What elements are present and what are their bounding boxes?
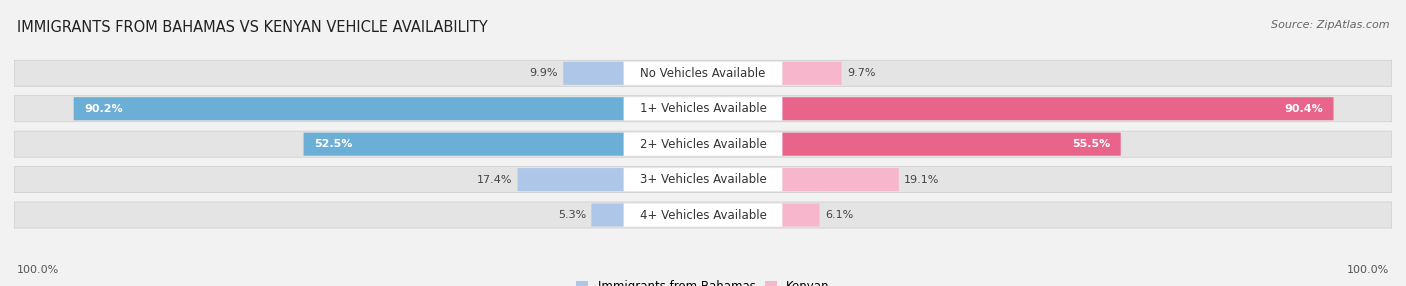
FancyBboxPatch shape <box>624 97 782 120</box>
FancyBboxPatch shape <box>782 133 1121 156</box>
Text: 90.4%: 90.4% <box>1284 104 1323 114</box>
Text: 1+ Vehicles Available: 1+ Vehicles Available <box>640 102 766 115</box>
FancyBboxPatch shape <box>517 168 624 191</box>
Text: 4+ Vehicles Available: 4+ Vehicles Available <box>640 208 766 222</box>
Text: 100.0%: 100.0% <box>17 265 59 275</box>
Text: 3+ Vehicles Available: 3+ Vehicles Available <box>640 173 766 186</box>
Text: 17.4%: 17.4% <box>477 174 512 184</box>
FancyBboxPatch shape <box>624 133 782 156</box>
Text: 5.3%: 5.3% <box>558 210 586 220</box>
FancyBboxPatch shape <box>782 62 841 85</box>
FancyBboxPatch shape <box>624 204 782 227</box>
FancyBboxPatch shape <box>14 60 1392 86</box>
FancyBboxPatch shape <box>624 168 782 191</box>
FancyBboxPatch shape <box>624 62 782 85</box>
Text: 100.0%: 100.0% <box>1347 265 1389 275</box>
FancyBboxPatch shape <box>782 97 1333 120</box>
Text: 90.2%: 90.2% <box>84 104 122 114</box>
FancyBboxPatch shape <box>14 131 1392 157</box>
Text: Source: ZipAtlas.com: Source: ZipAtlas.com <box>1271 20 1389 30</box>
Text: 19.1%: 19.1% <box>904 174 939 184</box>
FancyBboxPatch shape <box>592 204 624 227</box>
Text: IMMIGRANTS FROM BAHAMAS VS KENYAN VEHICLE AVAILABILITY: IMMIGRANTS FROM BAHAMAS VS KENYAN VEHICL… <box>17 20 488 35</box>
Text: 6.1%: 6.1% <box>825 210 853 220</box>
Legend: Immigrants from Bahamas, Kenyan: Immigrants from Bahamas, Kenyan <box>576 280 830 286</box>
FancyBboxPatch shape <box>564 62 624 85</box>
FancyBboxPatch shape <box>782 204 820 227</box>
Text: 9.7%: 9.7% <box>846 68 876 78</box>
FancyBboxPatch shape <box>14 166 1392 193</box>
Text: 55.5%: 55.5% <box>1071 139 1111 149</box>
FancyBboxPatch shape <box>782 168 898 191</box>
FancyBboxPatch shape <box>304 133 624 156</box>
FancyBboxPatch shape <box>14 96 1392 122</box>
Text: 52.5%: 52.5% <box>314 139 353 149</box>
Text: 2+ Vehicles Available: 2+ Vehicles Available <box>640 138 766 151</box>
FancyBboxPatch shape <box>73 97 624 120</box>
Text: 9.9%: 9.9% <box>530 68 558 78</box>
FancyBboxPatch shape <box>14 202 1392 228</box>
Text: No Vehicles Available: No Vehicles Available <box>640 67 766 80</box>
